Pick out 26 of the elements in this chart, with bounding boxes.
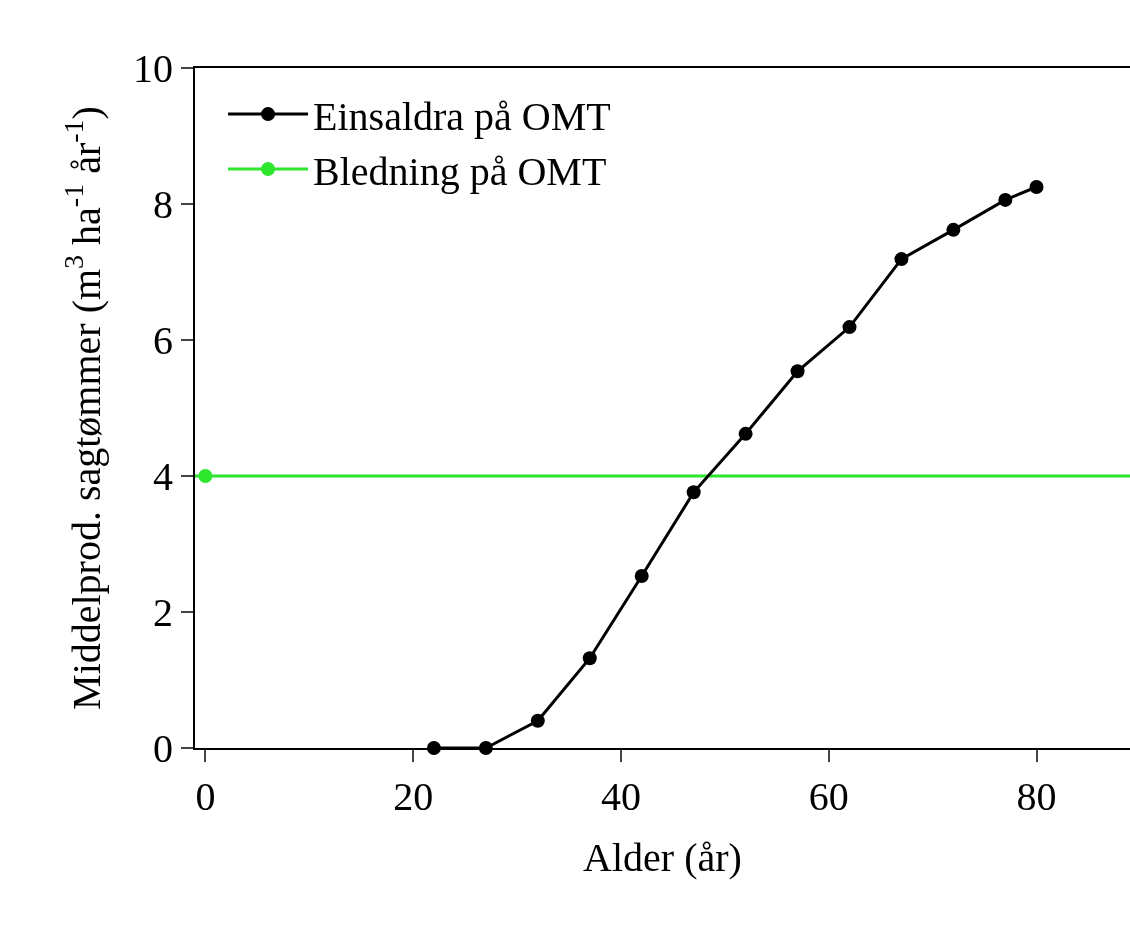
point — [530, 713, 545, 728]
x-tick-label: 20 — [393, 774, 434, 819]
x-tick-label: 80 — [1016, 774, 1057, 819]
y-tick-label: 2 — [153, 590, 173, 635]
point — [738, 426, 753, 441]
y-tick-label: 10 — [133, 46, 173, 91]
y-tick-label: 6 — [153, 318, 173, 363]
point — [998, 192, 1013, 207]
y-tick-label: 4 — [153, 454, 173, 499]
legend-label: Einsaldra på OMT — [313, 93, 611, 139]
point — [842, 320, 857, 335]
legend-label: Bledning på OMT — [313, 148, 607, 194]
point — [1029, 180, 1044, 194]
point — [894, 252, 909, 267]
y-tick-label: 8 — [153, 182, 173, 227]
x-axis-title: Alder (år) — [583, 835, 742, 880]
x-tick-label: 60 — [808, 774, 849, 819]
point — [582, 651, 597, 666]
point — [790, 364, 805, 379]
x-tick-label: 0 — [195, 774, 216, 819]
point — [686, 485, 701, 500]
point — [198, 469, 213, 483]
y-tick-label: 0 — [153, 726, 173, 771]
point — [634, 568, 649, 583]
x-tick-label: 40 — [600, 774, 641, 819]
point — [946, 222, 961, 237]
